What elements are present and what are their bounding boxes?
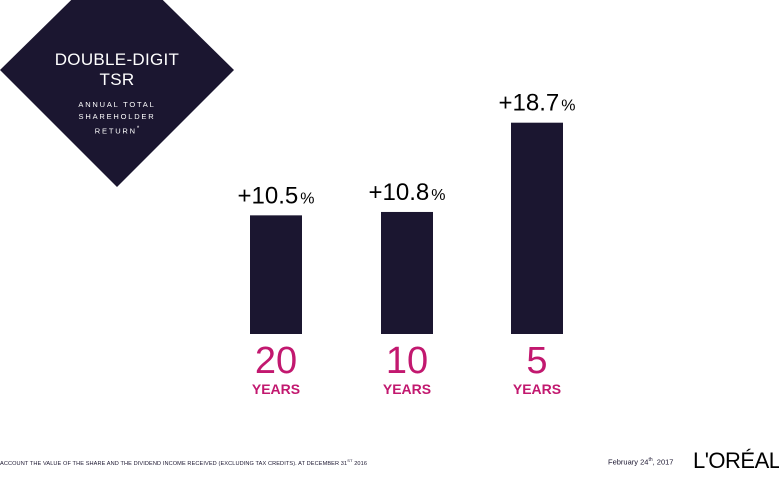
data-label-unit: % [431,187,445,204]
tsr-badge: DOUBLE-DIGIT TSR ANNUAL TOTAL SHAREHOLDE… [0,0,240,190]
category-unit-5: YEARS [513,381,561,397]
badge-title-line2: TSR [99,70,135,89]
badge-footnote-mark: * [136,126,140,132]
date-year: , 2017 [652,457,674,467]
data-label-unit: % [561,98,575,115]
presentation-date: February 24th, 2017 [608,457,673,467]
data-label-value: +10.5 [238,182,299,209]
badge-title-line1: DOUBLE-DIGIT [54,50,180,69]
data-label-20-years: +10.5% [238,182,315,209]
date-prefix: February 24 [608,457,649,467]
badge-subtitle-line2: SHAREHOLDER [78,112,156,121]
badge-diamond-shape [0,0,234,187]
bar-5-years [511,122,563,334]
data-label-value: +18.7 [499,90,560,117]
data-label-5-years: +18.7% [499,90,576,117]
footnote-text: ACCOUNT THE VALUE OF THE SHARE AND THE D… [0,460,348,467]
footnote-sup: ST [347,458,353,463]
data-label-10-years: +10.8% [369,179,446,206]
badge-subtitle-line1: ANNUAL TOTAL [78,100,156,109]
data-label-unit: % [300,190,314,207]
category-unit-10: YEARS [383,381,431,397]
badge-subtitle-line3-text: RETURN [94,126,137,136]
loreal-logo: L'ORÉAL [693,448,779,473]
bar-20-years [250,215,302,334]
footnote-year: 2016 [352,460,368,467]
category-number-5: 5 [526,340,547,382]
category-number-10: 10 [386,340,428,382]
bar-10-years [381,211,433,334]
date-sup: th [648,457,653,463]
badge-subtitle-line3: RETURN* [37,123,197,138]
category-number-20: 20 [255,340,297,382]
footnote: ACCOUNT THE VALUE OF THE SHARE AND THE D… [0,458,367,467]
data-label-value: +10.8 [369,179,430,206]
category-unit-20: YEARS [252,381,300,397]
